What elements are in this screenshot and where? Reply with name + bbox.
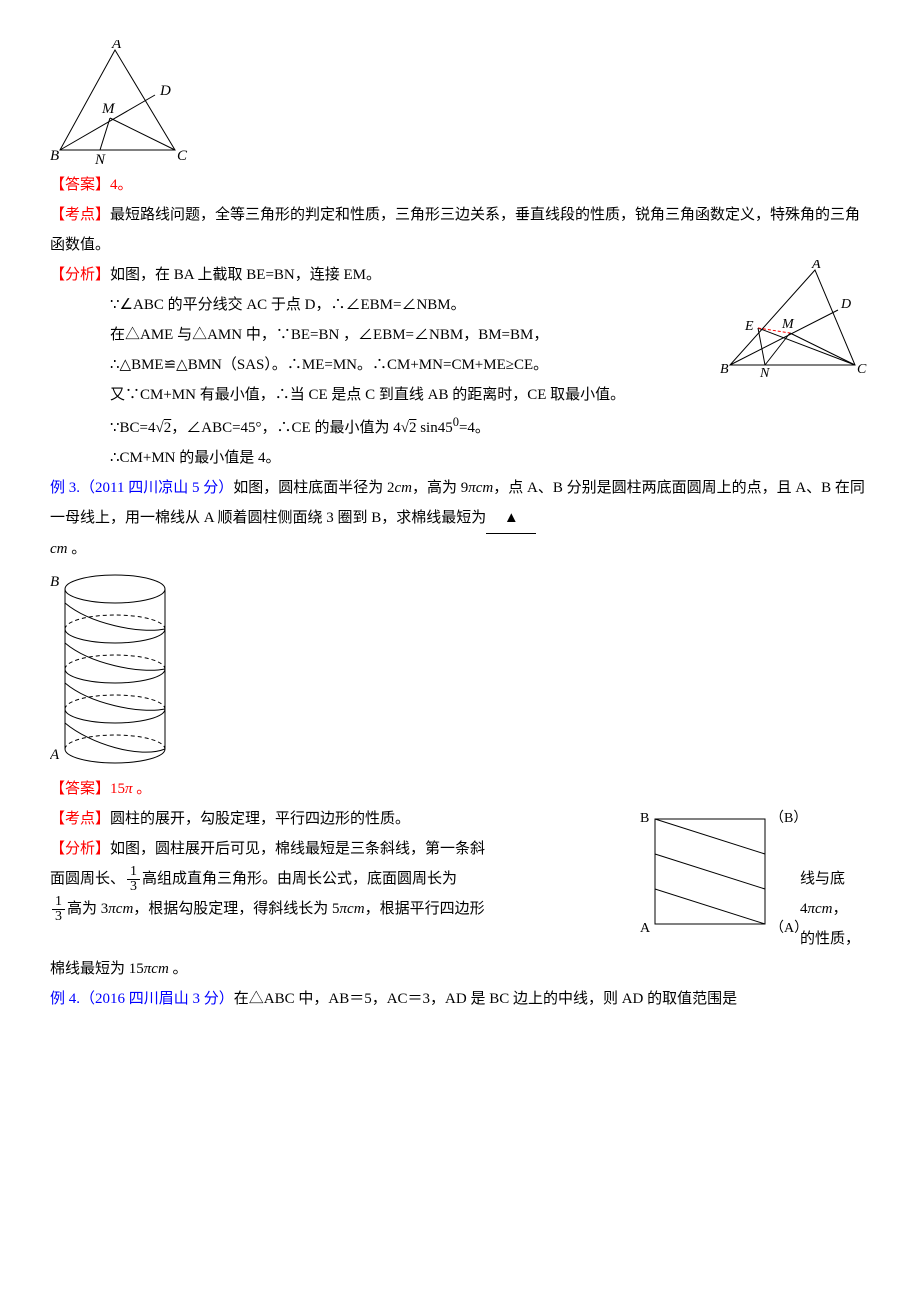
svg-text:B: B [640, 811, 649, 826]
svg-text:（B）: （B） [770, 810, 800, 826]
svg-text:N: N [94, 152, 106, 168]
svg-text:C: C [177, 148, 188, 164]
svg-text:M: M [781, 317, 795, 332]
svg-text:B: B [50, 574, 59, 590]
example-3-cm: cm 。 [50, 534, 870, 564]
example-4: 例 4.（2016 四川眉山 3 分）在△ABC 中，AB＝5，AC＝3，AD … [50, 984, 870, 1014]
analysis-1-line6: ∵BC=4√2，∠ABC=45°，∴CE 的最小值为 4√2 sin450=4。 [50, 410, 870, 443]
figure-triangle-2: A B C N M D E [720, 260, 870, 380]
svg-text:D: D [159, 83, 171, 99]
analysis-2-final: 棉线最短为 15πcm 。 [50, 954, 870, 984]
svg-text:N: N [759, 366, 770, 380]
svg-text:A: A [640, 921, 651, 936]
svg-text:B: B [50, 148, 59, 164]
figure-unfold: B （B） A （A） [630, 804, 800, 944]
answer-2: 【答案】15π 。 [50, 774, 870, 804]
figure-triangle-1: A B C N M D [50, 40, 200, 170]
svg-text:C: C [857, 362, 867, 377]
svg-text:D: D [840, 297, 851, 312]
analysis-1-line7: ∴CM+MN 的最小值是 4。 [50, 443, 870, 473]
example-3: 例 3.（2011 四川凉山 5 分）如图，圆柱底面半径为 2cm，高为 9πc… [50, 473, 870, 534]
svg-text:A: A [50, 747, 60, 763]
svg-text:A: A [111, 40, 122, 52]
figure-cylinder: B A [50, 564, 190, 774]
analysis-1-block: 【分析】如图，在 BA 上截取 BE=BN，连接 EM。 ∵∠ABC 的平分线交… [50, 260, 870, 410]
svg-text:B: B [720, 362, 729, 377]
svg-text:E: E [744, 319, 754, 334]
answer-1: 【答案】4。 [50, 170, 870, 200]
topic-1: 【考点】最短路线问题，全等三角形的判定和性质，三角形三边关系，垂直线段的性质，锐… [50, 200, 870, 260]
svg-text:（A）: （A） [770, 920, 800, 936]
analysis-2-block: 【考点】圆柱的展开，勾股定理，平行四边形的性质。 【分析】如图，圆柱展开后可见，… [50, 804, 870, 954]
svg-text:M: M [101, 101, 116, 117]
svg-text:A: A [811, 260, 821, 272]
